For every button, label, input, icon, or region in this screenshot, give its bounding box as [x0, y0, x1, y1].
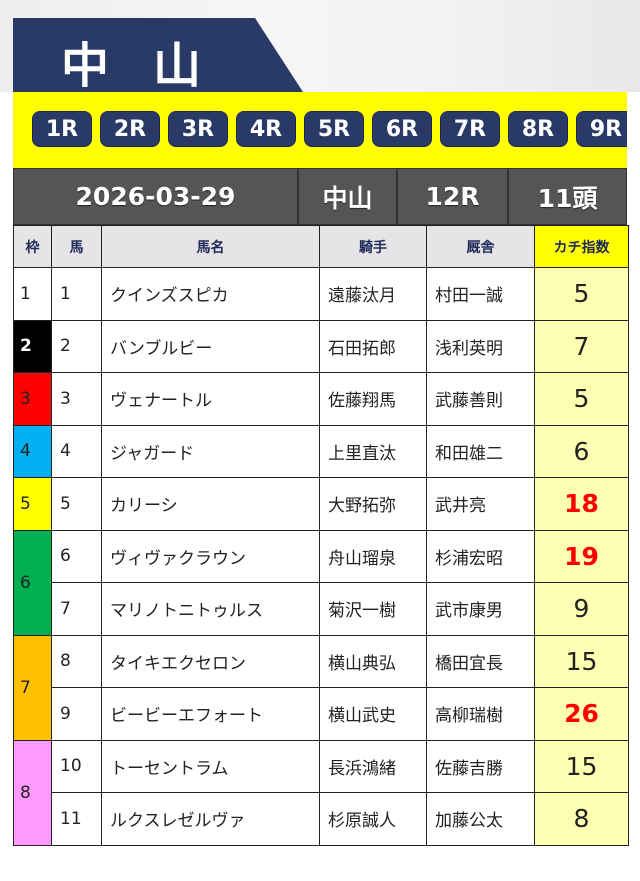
horse-number: 5: [51, 477, 102, 531]
table-row: 3 3 ヴェナートル 佐藤翔馬 武藤善則 5: [13, 372, 629, 426]
jockey: 杉原誠人: [319, 792, 427, 846]
venue-title-banner: 中山: [13, 18, 303, 92]
kachi-index: 15: [534, 634, 629, 688]
table-row: 1 1 クインズスピカ 遠藤汰月 村田一誠 5: [13, 267, 629, 321]
kachi-index: 15: [534, 739, 629, 793]
frame-cell: 7: [13, 634, 52, 741]
race-button-7R[interactable]: 7R: [440, 111, 500, 147]
race-selector-bar: 1R 2R 3R 4R 5R 6R 7R 8R 9R: [13, 92, 627, 168]
table-row: 5 5 カリーシ 大野拓弥 武井亮 18: [13, 477, 629, 531]
jockey: 上里直汰: [319, 424, 427, 478]
trainer: 佐藤吉勝: [426, 739, 535, 793]
race-button-9R[interactable]: 9R: [576, 111, 627, 147]
col-index: カチ指数: [534, 225, 629, 268]
race-button-2R[interactable]: 2R: [100, 111, 160, 147]
trainer: 橋田宜長: [426, 634, 535, 688]
trainer: 武市康男: [426, 582, 535, 636]
frame-cell: 3: [13, 372, 52, 426]
frame-cell: 2: [13, 319, 52, 373]
race-button-4R[interactable]: 4R: [236, 111, 296, 147]
jockey: 菊沢一樹: [319, 582, 427, 636]
trainer: 高柳瑞樹: [426, 687, 535, 741]
trainer: 武藤善則: [426, 372, 535, 426]
table-header: 枠 馬 馬名 騎手 厩舎 カチ指数: [13, 225, 629, 268]
race-venue: 中山: [299, 169, 398, 224]
frame-cell: 4: [13, 424, 52, 478]
trainer: 和田雄二: [426, 424, 535, 478]
horse-name[interactable]: ジャガード: [101, 424, 320, 478]
venue-title: 中山: [61, 38, 246, 94]
table-row: 7 マリノトニトゥルス 菊沢一樹 武市康男 9: [14, 582, 629, 636]
table-row: 11 ルクスレゼルヴァ 杉原誠人 加藤公太 8: [14, 792, 629, 846]
jockey: 大野拓弥: [319, 477, 427, 531]
trainer: 杉浦宏昭: [426, 529, 535, 583]
horse-number: 2: [51, 319, 102, 373]
col-trainer: 厩舎: [426, 225, 535, 268]
race-button-5R[interactable]: 5R: [304, 111, 364, 147]
horse-name[interactable]: カリーシ: [101, 477, 320, 531]
horse-number: 1: [51, 267, 102, 321]
trainer: 武井亮: [426, 477, 535, 531]
race-button-1R[interactable]: 1R: [32, 111, 92, 147]
horse-name[interactable]: ヴィヴァクラウン: [101, 529, 320, 583]
race-button-8R[interactable]: 8R: [508, 111, 568, 147]
table-row: 7 8 タイキエクセロン 横山典弘 橋田宜長 15: [13, 634, 629, 741]
frame-cell: 8: [13, 739, 52, 846]
trainer: 加藤公太: [426, 792, 535, 846]
jockey: 佐藤翔馬: [319, 372, 427, 426]
frame-cell: 1: [13, 267, 52, 321]
race-date: 2026-03-29: [14, 169, 299, 224]
kachi-index: 6: [534, 424, 629, 478]
col-frame: 枠: [13, 225, 52, 268]
table-row: 6 6 ヴィヴァクラウン 舟山瑠泉 杉浦宏昭 19: [13, 529, 629, 636]
table-row: 2 2 バンブルビー 石田拓郎 浅利英明 7: [13, 319, 629, 373]
horse-number: 6: [51, 529, 102, 583]
kachi-index: 9: [534, 582, 629, 636]
trainer: 村田一誠: [426, 267, 535, 321]
table-row: 4 4 ジャガード 上里直汰 和田雄二 6: [13, 424, 629, 478]
col-number: 馬: [51, 225, 102, 268]
horse-name[interactable]: ビービーエフォート: [101, 687, 320, 741]
entries-table: 枠 馬 馬名 騎手 厩舎 カチ指数 1 1 クインズスピカ 遠藤汰月 村田一誠 5 2 2 バン…: [13, 225, 629, 846]
kachi-index: 8: [534, 792, 629, 846]
table-row: 9 ビービーエフォート 横山武史 高柳瑞樹 26: [14, 687, 629, 741]
col-jockey: 騎手: [319, 225, 427, 268]
horse-number: 9: [51, 687, 102, 741]
horse-name[interactable]: ヴェナートル: [101, 372, 320, 426]
horse-name[interactable]: クインズスピカ: [101, 267, 320, 321]
kachi-index: 18: [534, 477, 629, 531]
trainer: 浅利英明: [426, 319, 535, 373]
horse-name[interactable]: マリノトニトゥルス: [101, 582, 320, 636]
kachi-index: 5: [534, 267, 629, 321]
race-number: 12R: [398, 169, 509, 224]
horse-number: 11: [51, 792, 102, 846]
jockey: 舟山瑠泉: [319, 529, 427, 583]
kachi-index: 7: [534, 319, 629, 373]
jockey: 遠藤汰月: [319, 267, 427, 321]
race-button-6R[interactable]: 6R: [372, 111, 432, 147]
horse-number: 4: [51, 424, 102, 478]
table-row: 8 10 トーセントラム 長浜鴻緒 佐藤吉勝 15: [13, 739, 629, 846]
kachi-index: 26: [534, 687, 629, 741]
runner-count: 11頭: [537, 183, 598, 213]
kachi-index: 19: [534, 529, 629, 583]
horse-name[interactable]: ルクスレゼルヴァ: [101, 792, 320, 846]
horse-number: 3: [51, 372, 102, 426]
horse-number: 10: [51, 739, 102, 793]
horse-number: 8: [51, 634, 102, 688]
jockey: 石田拓郎: [319, 319, 427, 373]
horse-name[interactable]: タイキエクセロン: [101, 634, 320, 688]
col-horse-name: 馬名: [101, 225, 320, 268]
frame-cell: 6: [13, 529, 52, 636]
kachi-index: 5: [534, 372, 629, 426]
frame-cell: 5: [13, 477, 52, 531]
jockey: 横山武史: [319, 687, 427, 741]
race-button-3R[interactable]: 3R: [168, 111, 228, 147]
jockey: 長浜鴻緒: [319, 739, 427, 793]
horse-name[interactable]: トーセントラム: [101, 739, 320, 793]
race-info-bar: 2026-03-29 中山 12R 11頭: [13, 168, 627, 225]
jockey: 横山典弘: [319, 634, 427, 688]
horse-name[interactable]: バンブルビー: [101, 319, 320, 373]
horse-number: 7: [51, 582, 102, 636]
